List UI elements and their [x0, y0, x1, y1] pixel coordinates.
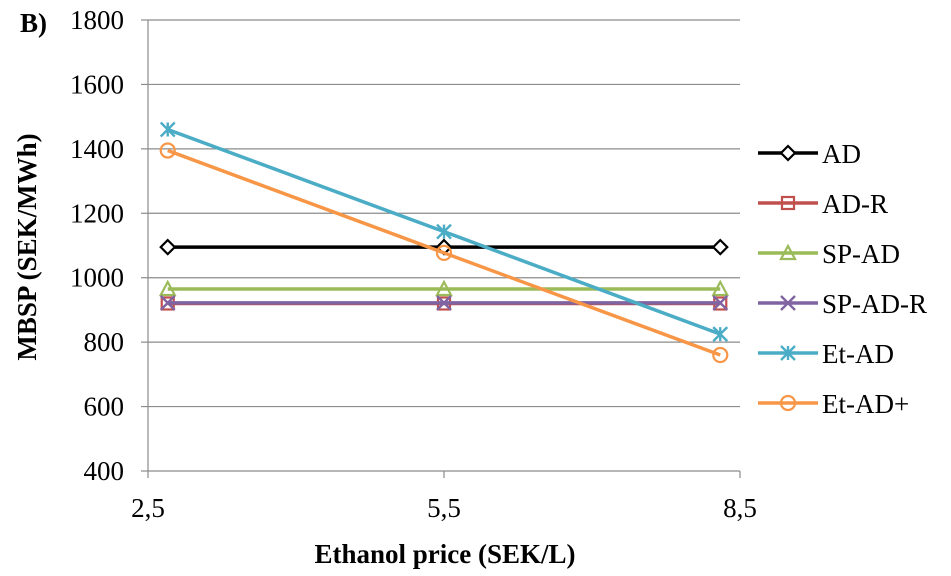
series-ad	[159, 238, 729, 256]
data-point	[159, 121, 176, 138]
axes	[141, 19, 741, 478]
legend-label: AD-R	[822, 189, 888, 219]
data-point	[158, 279, 177, 297]
data-point	[712, 294, 729, 311]
data-point	[435, 279, 453, 297]
data-point	[436, 294, 452, 311]
legend-label: SP-AD	[822, 239, 900, 269]
y-tick-label: 1400	[70, 134, 124, 164]
tick-labels: 400 600 800 1000 1200 1400 1600 1800 2,5 5,5 8,5	[70, 5, 757, 523]
y-axis-title: MBSP (SEK/MWh)	[12, 133, 42, 360]
legend-marker	[780, 295, 796, 311]
data-point	[711, 238, 729, 256]
data-point	[712, 346, 729, 364]
legend-marker	[780, 195, 796, 211]
data-point	[712, 326, 729, 342]
legend-item: AD	[758, 139, 861, 169]
y-tick-label: 600	[84, 392, 125, 422]
series-sp-ad	[158, 279, 730, 297]
data-point	[159, 238, 177, 256]
legend-label: SP-AD-R	[822, 289, 927, 319]
grid-lines	[148, 19, 740, 408]
legend-label: Et-AD	[822, 339, 894, 369]
series-line	[167, 148, 721, 357]
legend-marker	[779, 394, 797, 412]
y-tick-label: 400	[84, 456, 125, 486]
legend-item: SP-AD	[758, 239, 900, 269]
legend-marker	[780, 345, 796, 361]
legend-label: AD	[822, 139, 861, 169]
panel-label: B)	[20, 8, 47, 38]
x-tick-label: 5,5	[427, 493, 461, 523]
series-group	[158, 121, 730, 364]
legend-item: SP-AD-R	[758, 289, 927, 319]
legend-label: Et-AD+	[822, 389, 909, 419]
legend: AD AD-R SP-AD SP-AD-R Et-AD Et-AD+	[758, 139, 927, 419]
x-tick-label: 2,5	[131, 493, 165, 523]
x-axis-title: Ethanol price (SEK/L)	[314, 539, 575, 569]
data-point	[159, 142, 176, 159]
data-point	[436, 223, 452, 240]
legend-marker	[779, 243, 797, 261]
series-et-ad-plus	[159, 142, 729, 364]
legend-item: Et-AD	[758, 339, 894, 369]
y-tick-label: 1800	[70, 5, 124, 35]
y-tick-label: 1000	[70, 263, 124, 293]
legend-marker	[779, 144, 797, 162]
legend-item: AD-R	[758, 189, 888, 219]
y-tick-label: 1200	[70, 198, 124, 228]
data-point	[159, 294, 176, 311]
data-point	[435, 244, 453, 262]
series-sp-ad-r	[159, 294, 729, 311]
legend-item: Et-AD+	[758, 389, 909, 419]
y-tick-label: 1600	[70, 69, 124, 99]
y-tick-label: 800	[84, 327, 125, 357]
series-et-ad	[159, 121, 729, 342]
x-tick-label: 8,5	[723, 493, 757, 523]
data-point	[711, 279, 730, 297]
